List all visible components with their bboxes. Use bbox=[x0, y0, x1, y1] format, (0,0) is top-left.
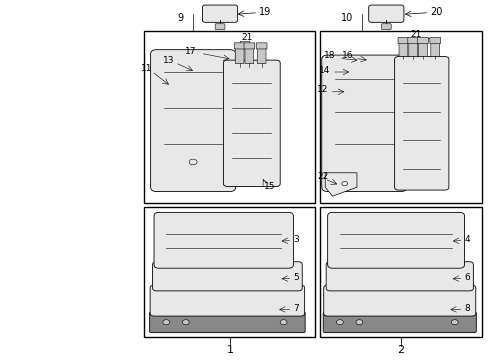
FancyBboxPatch shape bbox=[202, 5, 237, 22]
Circle shape bbox=[450, 320, 457, 325]
Polygon shape bbox=[325, 173, 356, 196]
Text: 16: 16 bbox=[342, 51, 353, 60]
Text: 21: 21 bbox=[409, 30, 421, 39]
FancyBboxPatch shape bbox=[321, 55, 406, 192]
FancyBboxPatch shape bbox=[430, 41, 439, 57]
Circle shape bbox=[182, 320, 189, 325]
FancyBboxPatch shape bbox=[244, 43, 254, 49]
FancyBboxPatch shape bbox=[244, 46, 253, 64]
FancyBboxPatch shape bbox=[150, 285, 304, 316]
FancyBboxPatch shape bbox=[418, 41, 427, 57]
Circle shape bbox=[355, 320, 362, 325]
Text: 19: 19 bbox=[259, 6, 271, 17]
Text: 6: 6 bbox=[464, 273, 469, 282]
Text: 7: 7 bbox=[293, 303, 299, 312]
Text: 20: 20 bbox=[429, 6, 442, 17]
Bar bbox=[144, 207, 315, 337]
Text: 10: 10 bbox=[340, 13, 353, 23]
FancyBboxPatch shape bbox=[154, 212, 293, 268]
Text: 1: 1 bbox=[226, 345, 233, 355]
Text: 22: 22 bbox=[316, 172, 328, 181]
Bar bbox=[320, 207, 481, 337]
FancyBboxPatch shape bbox=[257, 46, 265, 64]
Text: 15: 15 bbox=[264, 182, 275, 191]
Text: 11: 11 bbox=[141, 64, 152, 73]
Text: 8: 8 bbox=[464, 303, 469, 312]
FancyBboxPatch shape bbox=[234, 43, 244, 49]
Text: 18: 18 bbox=[324, 51, 335, 60]
FancyBboxPatch shape bbox=[235, 46, 244, 64]
FancyBboxPatch shape bbox=[152, 262, 302, 291]
FancyBboxPatch shape bbox=[325, 262, 472, 291]
FancyBboxPatch shape bbox=[149, 312, 305, 333]
Text: 21: 21 bbox=[241, 33, 252, 42]
Text: 5: 5 bbox=[293, 273, 299, 282]
Text: 3: 3 bbox=[293, 235, 299, 244]
FancyBboxPatch shape bbox=[407, 37, 418, 44]
FancyBboxPatch shape bbox=[150, 50, 235, 192]
FancyBboxPatch shape bbox=[368, 5, 403, 22]
FancyBboxPatch shape bbox=[417, 37, 427, 44]
FancyBboxPatch shape bbox=[408, 41, 417, 57]
Text: 14: 14 bbox=[318, 66, 329, 75]
FancyBboxPatch shape bbox=[381, 24, 390, 30]
FancyBboxPatch shape bbox=[394, 57, 448, 190]
FancyBboxPatch shape bbox=[327, 212, 464, 268]
Text: 13: 13 bbox=[163, 56, 174, 65]
Text: 17: 17 bbox=[184, 47, 196, 56]
FancyBboxPatch shape bbox=[323, 312, 475, 333]
Circle shape bbox=[336, 320, 343, 325]
Circle shape bbox=[280, 320, 286, 325]
Circle shape bbox=[163, 320, 169, 325]
Bar bbox=[144, 31, 315, 203]
Bar bbox=[320, 31, 481, 203]
FancyBboxPatch shape bbox=[223, 60, 280, 186]
FancyBboxPatch shape bbox=[429, 37, 440, 44]
FancyBboxPatch shape bbox=[398, 41, 407, 57]
FancyBboxPatch shape bbox=[397, 37, 408, 44]
FancyBboxPatch shape bbox=[323, 285, 475, 316]
FancyBboxPatch shape bbox=[256, 43, 266, 49]
Text: 12: 12 bbox=[316, 85, 328, 94]
Text: 2: 2 bbox=[397, 345, 404, 355]
Text: 9: 9 bbox=[178, 13, 183, 23]
FancyBboxPatch shape bbox=[215, 24, 224, 30]
Text: 4: 4 bbox=[464, 235, 469, 244]
